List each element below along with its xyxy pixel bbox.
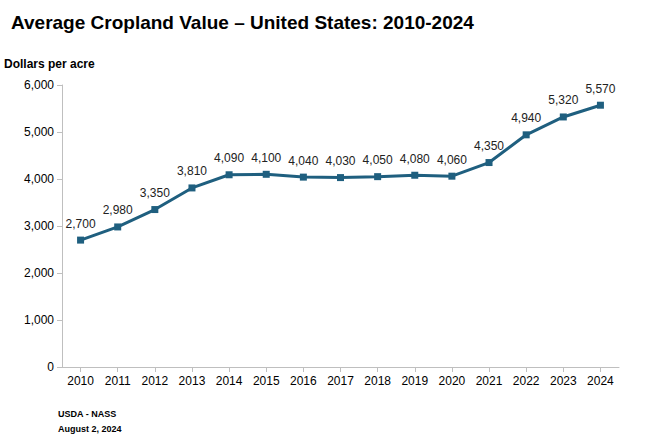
svg-text:4,940: 4,940 [511,111,541,125]
svg-text:2012: 2012 [141,374,168,388]
svg-text:5,320: 5,320 [548,93,578,107]
svg-text:3,350: 3,350 [140,186,170,200]
svg-text:2018: 2018 [364,374,391,388]
svg-text:4,080: 4,080 [400,152,430,166]
svg-text:0: 0 [47,360,54,374]
svg-text:2017: 2017 [327,374,354,388]
svg-text:2010: 2010 [67,374,94,388]
svg-text:USDA - NASS: USDA - NASS [58,409,116,419]
svg-text:1,000: 1,000 [24,313,54,327]
svg-text:2,980: 2,980 [103,203,133,217]
svg-text:4,090: 4,090 [214,151,244,165]
svg-text:2023: 2023 [550,374,577,388]
svg-text:2014: 2014 [216,374,243,388]
svg-text:4,060: 4,060 [437,153,467,167]
svg-text:Average Cropland Value – Unite: Average Cropland Value – United States: … [11,12,474,33]
svg-text:2,000: 2,000 [24,266,54,280]
svg-text:2022: 2022 [513,374,540,388]
svg-text:2020: 2020 [439,374,466,388]
svg-text:2015: 2015 [253,374,280,388]
svg-text:4,040: 4,040 [288,154,318,168]
svg-text:August 2, 2024: August 2, 2024 [58,424,122,434]
svg-text:2011: 2011 [105,374,131,388]
svg-text:2024: 2024 [587,374,614,388]
svg-text:3,000: 3,000 [24,219,54,233]
svg-text:4,350: 4,350 [474,139,504,153]
svg-text:2,700: 2,700 [66,217,96,231]
svg-text:6,000: 6,000 [24,78,54,92]
svg-text:3,810: 3,810 [177,164,207,178]
svg-text:4,000: 4,000 [24,172,54,186]
svg-text:2021: 2021 [476,374,503,388]
svg-text:4,100: 4,100 [251,151,281,165]
svg-text:5,570: 5,570 [585,82,615,96]
svg-text:4,030: 4,030 [325,154,355,168]
svg-text:2019: 2019 [401,374,428,388]
svg-text:5,000: 5,000 [24,125,54,139]
svg-text:4,050: 4,050 [363,153,393,167]
svg-text:Dollars per acre: Dollars per acre [4,57,95,71]
svg-text:2016: 2016 [290,374,317,388]
svg-text:2013: 2013 [179,374,206,388]
